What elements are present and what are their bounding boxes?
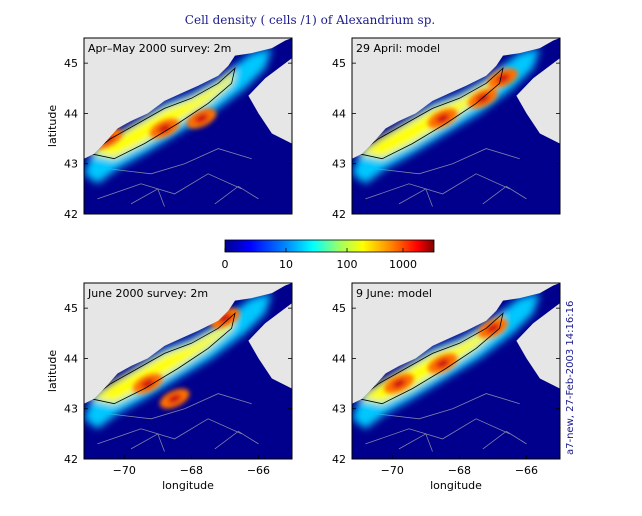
map-panel-3: June 2000 survey: 2m 42 43 44 45 −70 −68 −66 lat…: [46, 282, 293, 492]
bathymetry-contour: [398, 433, 433, 452]
figure-title: Cell density ( cells /1) of Alexandrium …: [185, 13, 435, 27]
y-tick-label: 45: [332, 302, 346, 315]
bathymetry-contour: [214, 430, 259, 450]
panel-frame: [83, 282, 293, 460]
y-tick-label: 44: [64, 352, 78, 365]
colorbar-tick-label: 100: [337, 258, 358, 271]
y-tick-label: 44: [332, 107, 346, 120]
panel-label: 29 April: model: [356, 42, 440, 55]
bathymetry-contour: [365, 173, 510, 200]
land-new-england: [84, 38, 292, 159]
map-panel-2: 29 April: model 42 43 44 45: [332, 37, 561, 221]
density-band-mid: [358, 68, 503, 159]
density-hotspot-core: [392, 378, 406, 389]
density-band-mid: [90, 313, 235, 404]
land-new-england: [352, 38, 560, 159]
x-tick-label: −68: [448, 464, 471, 477]
panel-frame: [351, 282, 561, 460]
y-tick-label: 45: [64, 302, 78, 315]
bathymetry-contour: [398, 188, 433, 207]
bathymetry-contour: [130, 433, 165, 452]
density-hotspot-core: [141, 378, 155, 389]
map-panel-1: Apr–May 2000 survey: 2m 42 43 44 45 latitude: [46, 37, 293, 221]
x-tick-label: −70: [113, 464, 136, 477]
bathymetry-contour: [482, 430, 527, 450]
bathymetry-contour: [97, 418, 242, 445]
bathymetry-contour: [97, 173, 242, 200]
bathymetry-contour: [130, 188, 165, 207]
density-contour: [358, 312, 504, 405]
colorbar-tick-label: 1000: [389, 258, 417, 271]
colorbar-tick-label: 10: [279, 258, 293, 271]
bathymetry-contour: [375, 393, 520, 420]
land-nova-scotia: [248, 58, 292, 144]
land-new-england: [84, 283, 292, 404]
bathymetry-contour: [482, 185, 527, 205]
x-axis-label: longitude: [430, 479, 482, 492]
density-hotspot-core: [436, 358, 450, 369]
timestamp-stamp: a7-new, 27-Feb-2003 14:16:16: [565, 301, 576, 455]
y-tick-label: 42: [332, 208, 346, 221]
x-tick-label: −66: [247, 464, 270, 477]
density-contour: [90, 312, 236, 405]
y-tick-label: 43: [64, 403, 78, 416]
x-tick-label: −66: [515, 464, 538, 477]
x-tick-label: −70: [381, 464, 404, 477]
y-tick-label: 44: [332, 352, 346, 365]
x-tick-label: −68: [180, 464, 203, 477]
y-tick-label: 45: [64, 57, 78, 70]
bathymetry-contour: [107, 393, 252, 420]
density-contour: [358, 67, 504, 160]
density-contour: [90, 67, 236, 160]
map-panel-4: 9 June: model 42 43 44 45 −70 −68 −66 longitude: [332, 282, 561, 492]
density-band-mid: [90, 68, 235, 159]
bathymetry-contour: [214, 185, 259, 205]
panel-frame: [351, 37, 561, 215]
y-tick-label: 43: [64, 158, 78, 171]
y-axis-label: latitude: [46, 350, 59, 392]
land-nova-scotia: [248, 303, 292, 389]
colorbar-tick-label: 0: [222, 258, 229, 271]
x-axis-label: longitude: [162, 479, 214, 492]
bathymetry-contour: [365, 418, 510, 445]
density-hotspot-core: [486, 323, 500, 333]
colorbar: 0 10 100 1000: [222, 239, 435, 271]
y-tick-label: 42: [332, 453, 346, 466]
y-tick-label: 43: [332, 158, 346, 171]
land-new-england: [352, 283, 560, 404]
y-tick-label: 43: [332, 403, 346, 416]
y-tick-label: 42: [64, 208, 78, 221]
density-hotspot-core: [436, 113, 450, 124]
density-hotspot-core: [194, 113, 208, 124]
panel-label: Apr–May 2000 survey: 2m: [88, 42, 231, 55]
density-hotspot-core: [168, 393, 182, 404]
y-tick-label: 45: [332, 57, 346, 70]
panel-frame: [83, 37, 293, 215]
bathymetry-contour: [107, 148, 252, 175]
panel-label: June 2000 survey: 2m: [87, 287, 208, 300]
y-tick-label: 42: [64, 453, 78, 466]
colorbar-gradient: [224, 239, 435, 253]
land-nova-scotia: [516, 58, 560, 144]
density-hotspot-core: [157, 123, 172, 134]
bathymetry-contour: [375, 148, 520, 175]
y-tick-label: 44: [64, 107, 78, 120]
panel-label: 9 June: model: [356, 287, 432, 300]
y-axis-label: latitude: [46, 105, 59, 147]
land-nova-scotia: [516, 303, 560, 389]
density-hotspot-core: [496, 73, 510, 83]
